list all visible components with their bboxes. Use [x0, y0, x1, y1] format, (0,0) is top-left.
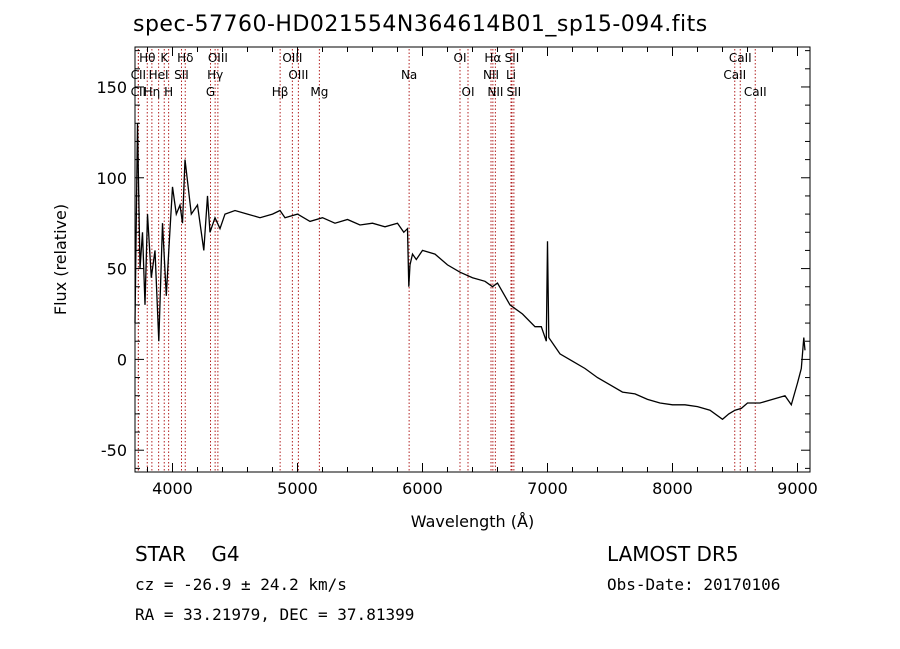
object-subclass: G4 — [211, 542, 240, 566]
line-marker-label: SII — [507, 85, 522, 99]
x-tick-label: 8000 — [652, 479, 693, 498]
line-marker-label: SII — [174, 68, 189, 82]
x-tick-label: 5000 — [277, 479, 318, 498]
line-marker-label: CaII — [744, 85, 767, 99]
line-marker-label: Li — [506, 68, 516, 82]
x-axis-label: Wavelength (Å) — [411, 512, 534, 531]
line-marker-label: CII — [131, 68, 146, 82]
line-marker-label: CaII — [729, 51, 752, 65]
line-marker-label: OIII — [288, 68, 308, 82]
line-markers — [137, 49, 756, 471]
coordinates: RA = 33.21979, DEC = 37.81399 — [135, 605, 415, 624]
line-marker-label: SII — [505, 51, 520, 65]
y-tick-label: 50 — [107, 260, 127, 279]
y-tick-label: 150 — [96, 78, 127, 97]
redshift-info: cz = -26.9 ± 24.2 km/s — [135, 575, 347, 594]
spectrum-line — [134, 123, 806, 421]
line-marker-label: Hα — [484, 51, 501, 65]
line-marker-label: Na — [401, 68, 417, 82]
x-tick-label: 7000 — [527, 479, 568, 498]
object-type: STAR G4 — [135, 542, 240, 566]
line-marker-label: OIII — [208, 51, 228, 65]
line-marker-label: Hγ — [207, 68, 223, 82]
line-marker-label: OI — [462, 85, 475, 99]
y-tick-label: -50 — [101, 441, 127, 460]
line-marker-label: Hδ — [177, 51, 193, 65]
line-marker-label: OI — [454, 51, 467, 65]
line-marker-label: CaII — [723, 68, 746, 82]
axes: 4000 5000 6000 7000 8000 9000 -50 0 50 100 150 — [96, 47, 818, 498]
line-marker-label: Hη — [144, 85, 161, 99]
line-marker-label: H — [164, 85, 173, 99]
x-tick-label: 6000 — [402, 479, 443, 498]
line-marker-label: Mg — [310, 85, 328, 99]
line-marker-label: G — [206, 85, 215, 99]
x-tick-label: 4000 — [152, 479, 193, 498]
object-class: STAR — [135, 542, 186, 566]
plot-frame — [134, 46, 811, 473]
y-tick-label: 100 — [96, 169, 127, 188]
line-marker-label: NII — [483, 68, 499, 82]
observation-date: Obs-Date: 20170106 — [607, 575, 781, 594]
line-marker-label: Hβ — [272, 85, 289, 99]
line-marker-label: K — [160, 51, 169, 65]
line-marker-label: NII — [487, 85, 503, 99]
line-marker-label: Hθ — [139, 51, 155, 65]
y-axis-label: Flux (relative) — [51, 204, 70, 315]
line-marker-label: OIII — [282, 51, 302, 65]
x-tick-label: 9000 — [777, 479, 818, 498]
line-marker-label: HeI — [149, 68, 169, 82]
chart-title: spec-57760-HD021554N364614B01_sp15-094.f… — [133, 12, 708, 37]
survey-name: LAMOST DR5 — [607, 542, 739, 566]
y-tick-label: 0 — [117, 350, 127, 369]
